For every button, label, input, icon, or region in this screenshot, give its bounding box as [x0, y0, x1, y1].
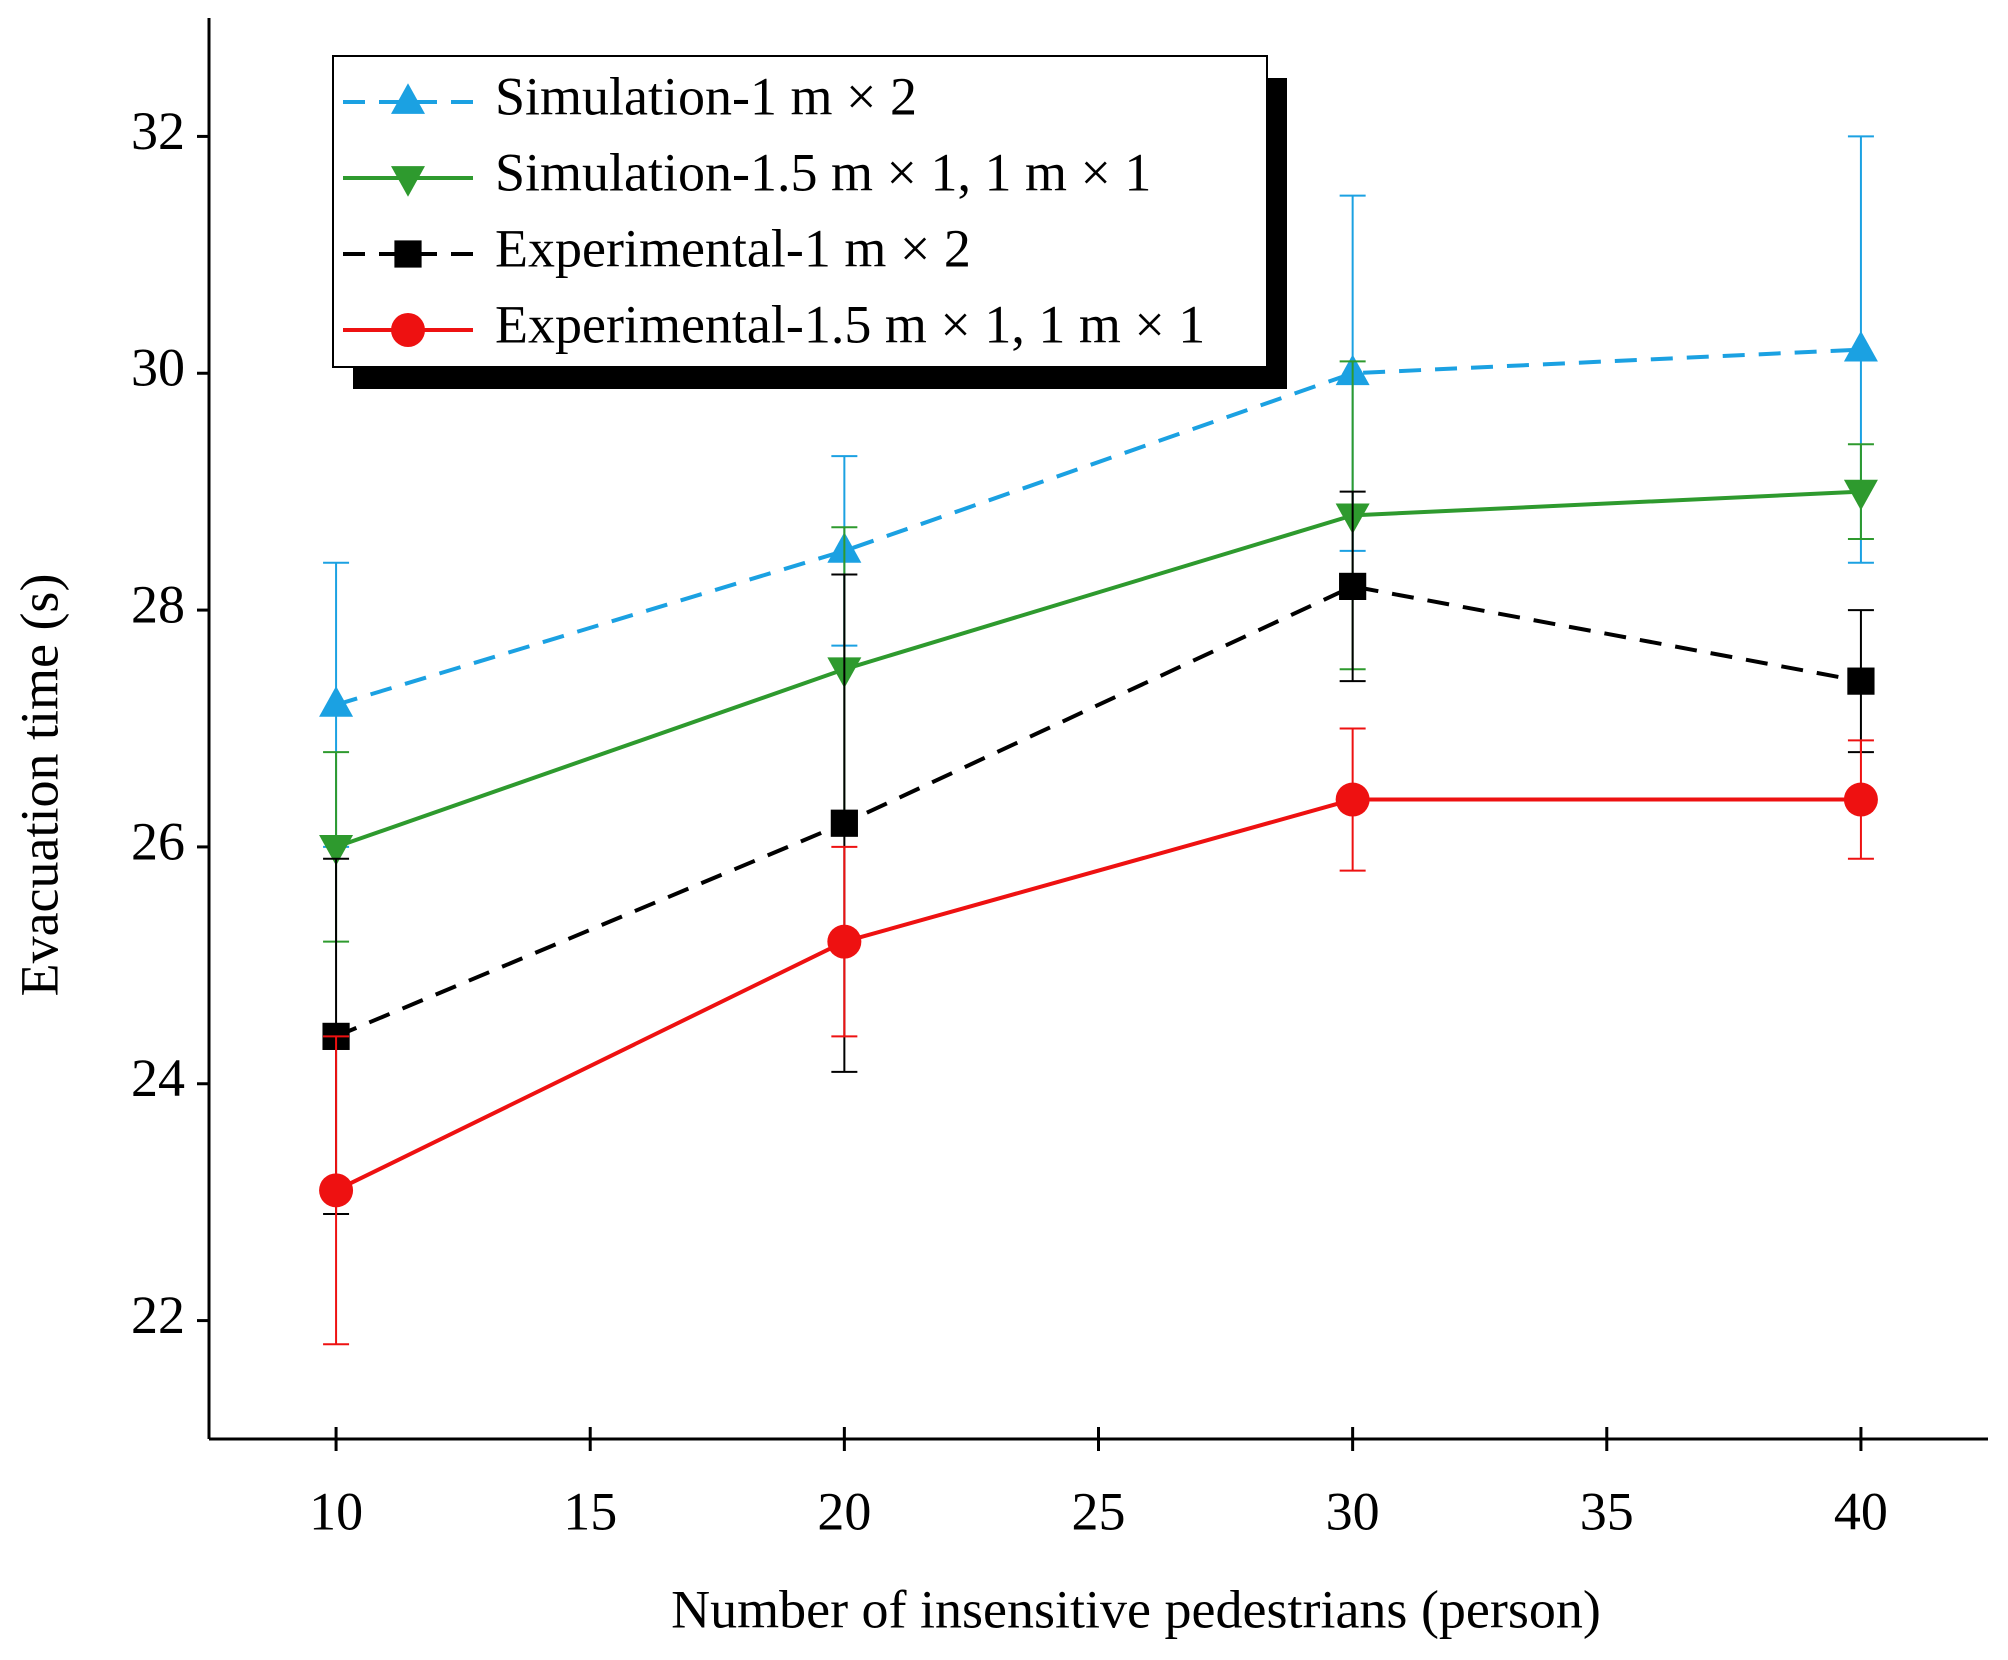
y-tick-label: 26 [131, 811, 185, 871]
marker [830, 809, 858, 837]
marker [1847, 667, 1875, 695]
legend-marker [391, 83, 425, 114]
series-line [335, 489, 1862, 849]
marker [1843, 782, 1878, 817]
x-axis-label: Number of insensitive pedestrians (perso… [671, 1579, 1601, 1639]
legend-marker [394, 240, 422, 268]
marker [1339, 572, 1367, 600]
x-tick-label: 20 [817, 1481, 871, 1541]
x-tick-label: 15 [563, 1481, 617, 1541]
series-line [335, 347, 1862, 707]
y-tick-label: 30 [131, 338, 185, 398]
y-axis-label: Evacuation time (s) [9, 574, 69, 997]
y-tick-label: 22 [131, 1285, 185, 1345]
legend-label: Experimental-1.5 m × 1, 1 m × 1 [495, 294, 1205, 354]
legend-label: Simulation-1.5 m × 1, 1 m × 1 [495, 142, 1151, 202]
marker [1843, 479, 1878, 511]
x-tick-label: 25 [1072, 1481, 1126, 1541]
legend-label: Experimental-1 m × 2 [495, 218, 971, 278]
x-tick-label: 10 [309, 1481, 363, 1541]
y-tick-label: 24 [131, 1048, 185, 1108]
y-tick-label: 32 [131, 101, 185, 161]
legend-marker [391, 313, 425, 347]
marker [319, 686, 354, 717]
marker [1843, 330, 1878, 362]
legend [332, 55, 1268, 368]
x-tick-label: 35 [1580, 1481, 1634, 1541]
legend-label: Simulation-1 m × 2 [495, 66, 917, 126]
legend-marker [391, 166, 425, 197]
series-line [335, 584, 1862, 1039]
marker [319, 835, 354, 866]
x-tick-label: 40 [1834, 1481, 1888, 1541]
marker [827, 924, 862, 959]
marker [319, 1173, 354, 1208]
series-line [335, 797, 1861, 1193]
marker [1335, 782, 1370, 817]
x-tick-label: 30 [1326, 1481, 1380, 1541]
y-tick-label: 28 [131, 574, 185, 634]
